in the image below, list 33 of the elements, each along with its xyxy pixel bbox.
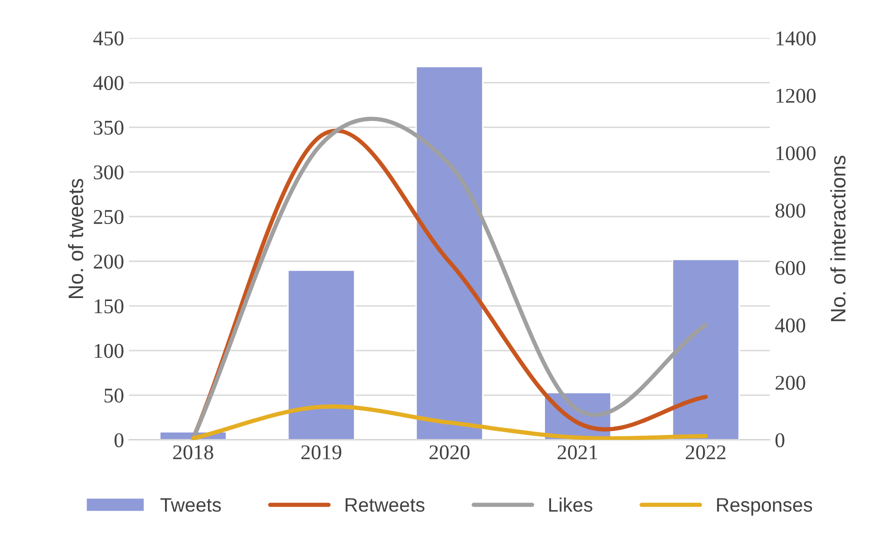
y2-tick-label: 600	[776, 260, 806, 276]
x-tick-label: 2020	[430, 445, 470, 460]
y-tick-label: 0	[114, 433, 124, 448]
legend-label: Retweets	[346, 498, 424, 512]
y2-tick-label: 400	[775, 318, 806, 332]
x-tick-label: 2022	[686, 445, 726, 460]
legend-label: Tweets	[160, 498, 221, 512]
y-tick-label: 50	[104, 388, 124, 403]
y-tick-label: 200	[94, 254, 124, 269]
y-tick-label: 300	[94, 165, 124, 180]
bar	[415, 66, 484, 440]
y-tick-label: 400	[93, 76, 124, 90]
x-tick-label: 2021	[558, 445, 598, 460]
y-tick-label: 150	[94, 299, 124, 314]
line-series	[191, 404, 708, 440]
y-tick-label: 350	[94, 120, 124, 135]
y2-tick-label: 0	[776, 433, 784, 448]
y-tick-label: 100	[94, 344, 124, 358]
y2-tick-label: 1400	[776, 31, 816, 46]
y-axis-title: No. of tweets	[68, 178, 84, 298]
legend-label: Likes	[549, 498, 592, 512]
bar	[287, 269, 356, 440]
y2-axis-title: No. of interactions	[830, 156, 846, 322]
x-tick-label: 2019	[301, 445, 342, 460]
legend-label: Responses	[717, 498, 812, 516]
x-tick-label: 2018	[173, 445, 214, 460]
y2-tick-label: 200	[776, 376, 806, 390]
y-tick-label: 450	[93, 31, 124, 46]
bar	[672, 258, 740, 440]
y2-tick-label: 1000	[776, 146, 816, 160]
y2-tick-label: 800	[776, 204, 806, 218]
y-tick-label: 250	[94, 210, 124, 224]
y2-tick-label: 1200	[776, 88, 816, 103]
